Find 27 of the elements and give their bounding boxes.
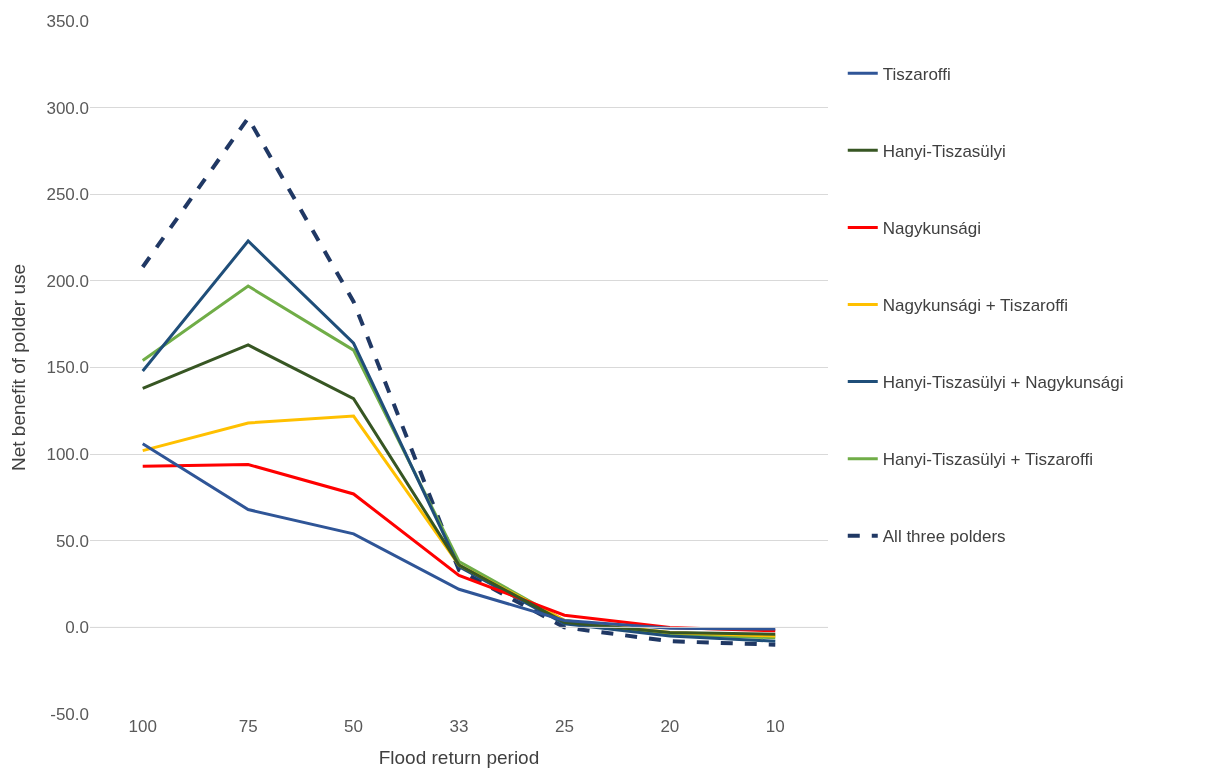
y-axis-title: Net benefit of polder use xyxy=(8,263,30,472)
legend-label: Nagykunsági xyxy=(882,219,982,239)
y-tick-label: -50.0 xyxy=(50,704,89,724)
legend-label: Hanyi-Tiszasülyi + Nagykunsági xyxy=(882,373,1124,393)
legend-label: All three polders xyxy=(882,527,1006,547)
x-tick-label: 25 xyxy=(554,717,574,736)
y-tick-label: 0.0 xyxy=(65,618,89,638)
line-series xyxy=(140,116,778,647)
y-tick-label: 100.0 xyxy=(46,445,89,465)
y-tick-label: 200.0 xyxy=(46,271,89,291)
x-tick-label: 75 xyxy=(238,717,258,736)
y-tick-label: 300.0 xyxy=(46,98,89,118)
legend-label: Hanyi-Tiszasülyi + Tiszaroffi xyxy=(882,450,1093,470)
legend-label: Hanyi-Tiszasülyi xyxy=(882,141,1006,161)
y-tick-label: 250.0 xyxy=(46,185,89,205)
line-series xyxy=(141,343,777,636)
x-axis-title: Flood return period xyxy=(378,746,540,768)
y-tick-label: 50.0 xyxy=(55,531,89,551)
y-tick-label: 350.0 xyxy=(46,11,89,31)
legend-label: Nagykunsági + Tiszaroffi xyxy=(882,296,1069,316)
y-tick-label: 150.0 xyxy=(46,358,89,378)
x-tick-label: 100 xyxy=(128,717,157,736)
x-tick-label: 33 xyxy=(449,717,469,736)
legend-label: Tiszaroffi xyxy=(882,64,951,84)
x-tick-label: 50 xyxy=(344,717,364,736)
x-tick-label: 20 xyxy=(660,717,680,736)
x-tick-label: 10 xyxy=(765,717,785,736)
